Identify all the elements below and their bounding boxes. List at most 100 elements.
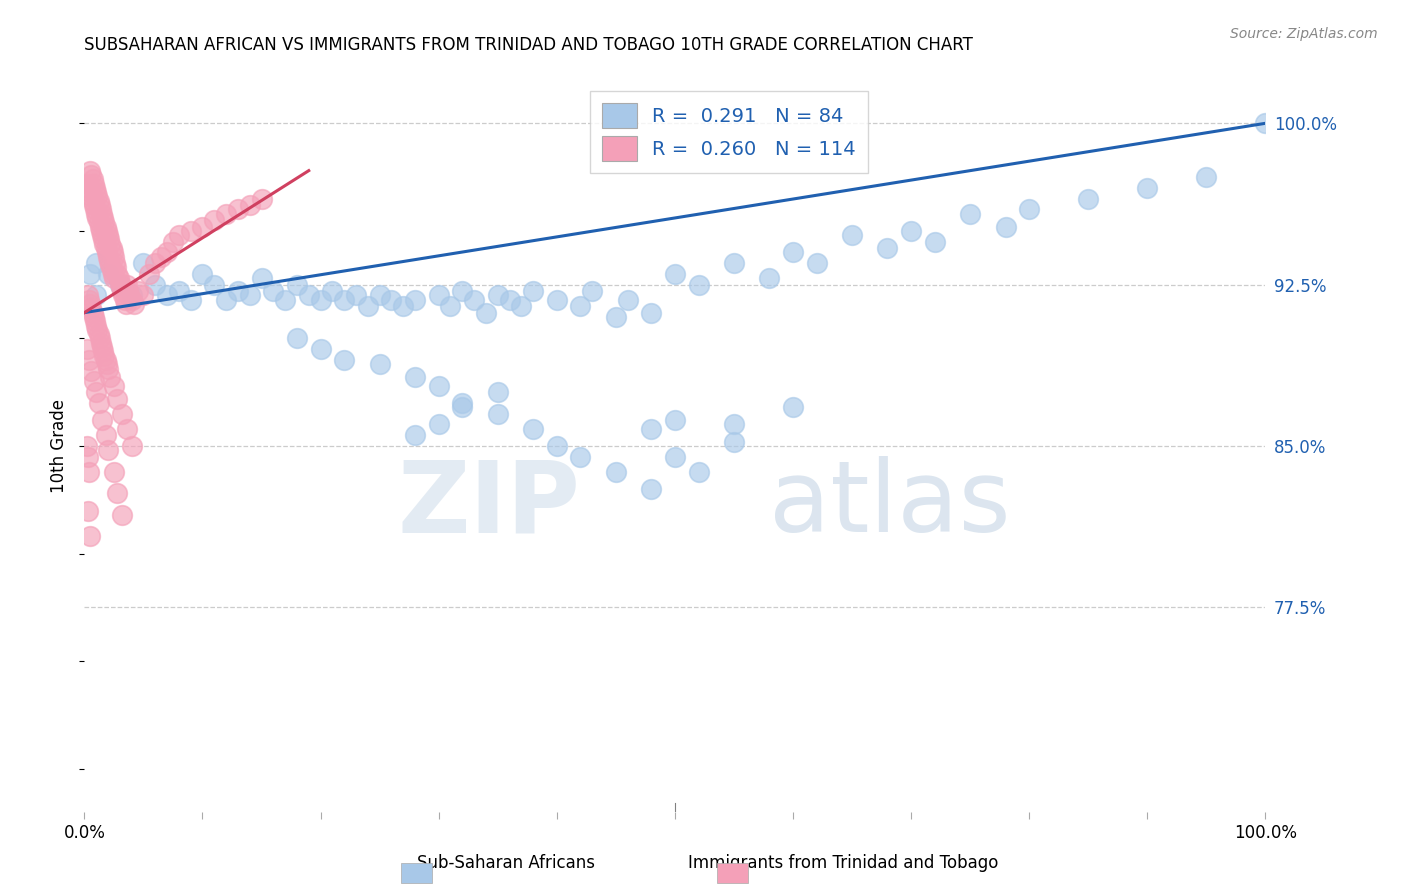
Point [344,288,367,302]
Point [87,215,110,229]
Point [404,370,426,384]
Point [84,207,107,221]
Point [87,327,110,342]
Point [84,288,107,302]
Point [94,219,117,234]
Point [427,378,450,392]
Point [380,293,402,307]
Point [110,280,132,294]
Point [1195,170,1218,185]
Point [107,267,129,281]
Point [83,177,105,191]
Point [80,168,103,182]
Point [191,219,214,234]
Point [605,465,627,479]
Point [127,284,149,298]
Point [239,198,262,212]
Point [108,276,131,290]
Point [298,288,321,302]
Point [89,219,111,234]
Point [900,224,922,238]
Point [87,194,110,208]
Point [285,277,308,292]
Point [97,267,120,281]
Point [112,288,135,302]
Text: Source: ZipAtlas.com: Source: ZipAtlas.com [1230,27,1378,41]
Point [569,450,592,464]
Point [191,267,214,281]
Point [79,297,101,311]
Text: SUBSAHARAN AFRICAN VS IMMIGRANTS FROM TRINIDAD AND TOBAGO 10TH GRADE CORRELATION: SUBSAHARAN AFRICAN VS IMMIGRANTS FROM TR… [84,36,973,54]
Point [83,198,105,212]
Point [89,198,111,212]
Point [782,245,804,260]
Point [98,232,121,246]
Point [226,284,249,298]
Point [77,293,100,307]
Point [723,417,745,432]
Point [333,293,356,307]
Point [285,331,308,345]
Point [392,299,415,313]
Point [1254,116,1277,130]
Point [77,465,100,479]
Point [522,422,544,436]
Point [427,288,450,302]
Point [138,267,160,281]
Point [105,260,128,275]
Text: Sub-Saharan Africans: Sub-Saharan Africans [418,855,595,872]
Point [463,293,485,307]
Point [114,297,136,311]
Point [100,241,122,255]
Point [510,299,533,313]
Point [101,267,124,281]
Point [86,211,108,225]
Text: Immigrants from Trinidad and Tobago: Immigrants from Trinidad and Tobago [689,855,998,872]
Point [107,271,129,285]
Point [117,284,139,298]
Point [121,288,143,302]
Point [215,293,238,307]
Point [84,185,107,199]
Point [91,413,114,427]
Point [1018,202,1040,217]
Point [77,503,100,517]
Point [114,293,136,307]
Point [156,245,179,260]
Point [97,228,120,243]
Point [104,256,127,270]
Point [121,293,143,307]
Point [97,443,120,458]
Point [84,256,107,270]
Point [640,422,662,436]
Point [664,267,686,281]
Point [357,299,380,313]
Point [309,342,332,356]
Point [87,396,110,410]
Point [758,271,780,285]
Point [122,297,145,311]
Point [76,342,98,356]
Point [605,310,627,324]
Point [215,207,238,221]
Point [97,250,120,264]
Point [96,224,118,238]
Point [79,529,101,543]
Point [486,385,509,400]
Point [90,202,112,217]
Point [111,508,134,522]
Point [486,288,509,302]
Point [118,288,141,302]
Y-axis label: 10th Grade: 10th Grade [51,399,69,493]
Point [115,277,138,292]
Text: atlas: atlas [769,456,1011,553]
Point [180,224,202,238]
Point [94,241,117,255]
Point [80,189,103,203]
Point [959,207,981,221]
Point [994,219,1017,234]
Point [84,385,107,400]
Text: ZIP: ZIP [398,456,581,553]
Point [723,256,745,270]
Point [84,314,107,328]
